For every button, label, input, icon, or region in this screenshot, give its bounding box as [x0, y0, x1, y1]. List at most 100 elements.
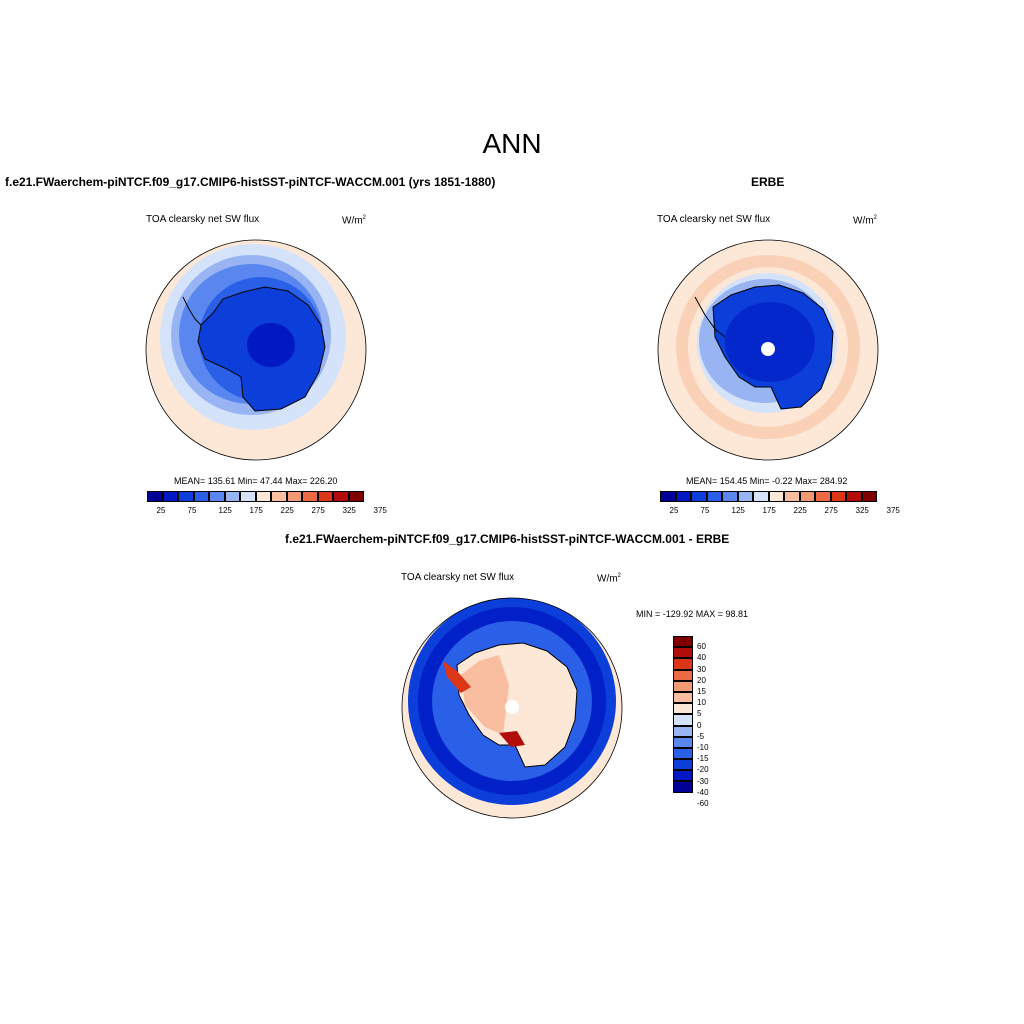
panel2-colorbar-box: [737, 491, 753, 502]
panel3-colorbar-box: [673, 647, 693, 659]
panel2-colorbar-tick: 325: [855, 506, 869, 515]
panel3-colorbar-tick: -15: [697, 754, 709, 764]
panel2-stats: MEAN= 154.45 Min= -0.22 Max= 284.92: [686, 476, 848, 486]
panel2-colorbar-ticks: 25 75 125 175 225 275 325 375: [660, 506, 900, 518]
panel1-colorbar-box: [209, 491, 225, 502]
panel1-colorbar-tick: 75: [187, 506, 197, 515]
panel3-colorbar-tick: 10: [697, 698, 706, 708]
panel3-pole-hole: [505, 700, 519, 714]
panel1-variable-label: TOA clearsky net SW flux: [146, 214, 260, 225]
panel3-colorbar-tick: 15: [697, 687, 706, 696]
panel1-colorbar-tick: 25: [156, 506, 166, 515]
panel2-colorbar-box: [691, 491, 707, 502]
panel2-colorbar-box: [846, 491, 862, 502]
panel1-colorbar-box: [333, 491, 349, 502]
panel2-colorbar-tick: 25: [669, 506, 679, 515]
panel3-colorbar-box: [673, 703, 693, 715]
panel2-units: W/m2: [853, 215, 877, 227]
panel1-colorbar-box: [193, 491, 209, 502]
panel3-colorbar-tick: 30: [697, 664, 706, 674]
panel3-colorbar-box: [673, 725, 693, 737]
panel3-colorbar-tick: -10: [697, 743, 709, 752]
panel2-colorbar-box: [722, 491, 738, 502]
panel2-colorbar-box: [675, 491, 691, 502]
panel2-colorbar-box: [706, 491, 722, 502]
panel3-colorbar-tick: -30: [697, 776, 709, 786]
panel2-colorbar-tick: 375: [886, 506, 900, 515]
panel3-colorbar-box: [673, 680, 693, 692]
panel3-colorbar-box: [673, 770, 693, 782]
panel3-colorbar-box: [673, 636, 693, 648]
panel1-colorbar-box: [147, 491, 163, 502]
panel3-colorbar-box: [673, 747, 693, 760]
panel2-contour-50: [725, 302, 815, 382]
panel1-colorbar-box: [286, 491, 302, 502]
panel1-colorbar-box: [271, 491, 287, 502]
panel2-colorbar: [660, 491, 877, 502]
panel2-colorbar-box: [815, 491, 831, 502]
panel2-title: ERBE: [751, 175, 785, 189]
panel3-ross-positive: [499, 731, 525, 747]
panel1-colorbar-tick: 125: [218, 506, 232, 515]
panel1-colorbar-tick: 225: [280, 506, 294, 515]
panel1-colorbar-ticks: 25 75 125 175 225 275 325 375: [147, 506, 387, 518]
panel3-stats: MIN = -129.92 MAX = 98.81: [636, 609, 749, 619]
panel3-west-antarctica-positive: [461, 655, 509, 735]
panel1-colorbar-tick: 375: [373, 506, 387, 515]
panel2-colorbar-tick: 225: [793, 506, 807, 515]
panel3-colorbar-box: [673, 736, 693, 748]
panel1-colorbar-box: [240, 491, 256, 502]
panel3-colorbar-box: [673, 669, 693, 681]
panel2-peninsula: [694, 296, 726, 338]
panel2-variable-label: TOA clearsky net SW flux: [657, 214, 771, 225]
panel1-title: f.e21.FWaerchem-piNTCF.f09_g17.CMIP6-his…: [5, 175, 496, 189]
panel1-contour-50: [247, 323, 295, 367]
panel2-colorbar-box: [799, 491, 815, 502]
panel3-colorbar-tick: 20: [697, 675, 706, 685]
panel1-colorbar-box: [348, 491, 364, 502]
panel2-map-border: [657, 239, 879, 461]
panel1-colorbar-tick: 325: [342, 506, 356, 515]
panel2-colorbar-box: [660, 491, 676, 502]
panel2-colorbar-tick: 275: [824, 506, 838, 515]
panel3-colorbar-box: [673, 759, 693, 771]
panel3-polar-map: [401, 597, 623, 819]
panel1-units: W/m2: [342, 215, 366, 227]
panel3-units: W/m2: [597, 573, 621, 585]
panel3-colorbar-box: [673, 781, 693, 793]
panel3-colorbar-tick: 0: [697, 720, 702, 730]
panel3-colorbar-box: [673, 658, 693, 670]
panel3-colorbar-tick: -60: [697, 799, 709, 808]
panel3-colorbar-box: [673, 691, 693, 704]
panel2-colorbar-tick: 75: [700, 506, 710, 515]
panel3-colorbar-tick: -5: [697, 731, 705, 741]
panel2-colorbar-box: [861, 491, 877, 502]
panel2-colorbar-box: [753, 491, 769, 502]
panel3-colorbar-tick: 5: [697, 709, 702, 719]
panel1-colorbar-tick: 275: [311, 506, 325, 515]
panel2-colorbar-box: [830, 491, 846, 502]
panel2-colorbar-box: [784, 491, 800, 502]
panel3-title: f.e21.FWaerchem-piNTCF.f09_g17.CMIP6-his…: [285, 532, 730, 546]
panel1-colorbar-box: [317, 491, 333, 502]
panel3-colorbar-box: [673, 714, 693, 726]
panel1-polar-map: [145, 239, 367, 461]
panel2-colorbar-tick: 175: [762, 506, 776, 515]
panel1-stats: MEAN= 135.61 Min= 47.44 Max= 226.20: [174, 476, 338, 486]
panel2-pole-hole: [761, 342, 775, 356]
panel3-colorbar-tick: 60: [697, 642, 706, 652]
panel1-peninsula: [182, 296, 202, 326]
panel2-polar-map: [657, 239, 879, 461]
panel1-colorbar-box: [255, 491, 271, 502]
panel1-colorbar-box: [302, 491, 318, 502]
panel1-colorbar-box: [162, 491, 178, 502]
panel1-colorbar-box: [178, 491, 194, 502]
panel3-colorbar-ticks: 60 40 30 20 15 10 5 0 -5 -10 -15 -20 -30 -40 -60: [697, 636, 727, 816]
main-title: ANN: [482, 128, 542, 159]
panel3-variable-label: TOA clearsky net SW flux: [401, 572, 515, 583]
panel3-map-border: [401, 597, 623, 819]
panel1-colorbar-box: [224, 491, 240, 502]
panel3-colorbar: [673, 636, 693, 793]
panel1-colorbar: [147, 491, 364, 502]
panel3-peninsula-positive: [443, 661, 471, 693]
